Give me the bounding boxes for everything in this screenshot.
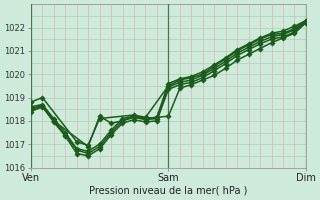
X-axis label: Pression niveau de la mer( hPa ): Pression niveau de la mer( hPa ) bbox=[89, 186, 248, 196]
